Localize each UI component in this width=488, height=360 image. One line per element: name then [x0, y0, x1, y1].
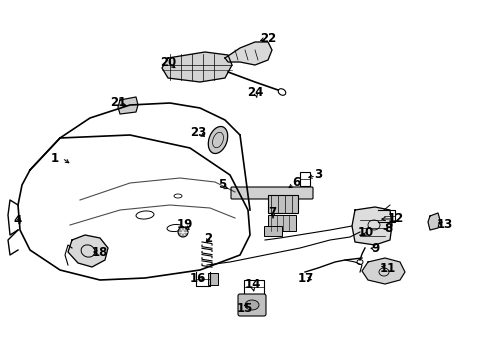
Text: 19: 19	[177, 219, 193, 231]
Polygon shape	[224, 42, 271, 65]
Text: 3: 3	[313, 168, 322, 181]
Text: 7: 7	[267, 207, 276, 220]
Bar	[244, 280, 264, 295]
Text: 22: 22	[259, 31, 276, 45]
Text: 13: 13	[436, 219, 452, 231]
Text: 15: 15	[236, 302, 253, 315]
Text: 5: 5	[218, 179, 225, 192]
Bar	[267, 215, 295, 231]
Text: 2: 2	[203, 231, 212, 244]
Ellipse shape	[244, 300, 259, 310]
Bar	[207, 273, 218, 285]
Text: 6: 6	[291, 176, 300, 189]
Text: 18: 18	[92, 247, 108, 260]
Text: 17: 17	[297, 271, 313, 284]
Text: 11: 11	[379, 261, 395, 274]
Text: 16: 16	[189, 271, 206, 284]
Text: 24: 24	[246, 86, 263, 99]
Ellipse shape	[208, 126, 227, 153]
Polygon shape	[68, 235, 108, 267]
FancyBboxPatch shape	[238, 294, 265, 316]
Text: 10: 10	[357, 226, 373, 239]
Text: 1: 1	[51, 152, 59, 165]
Polygon shape	[162, 52, 231, 82]
Text: 12: 12	[387, 211, 403, 225]
Bar	[267, 195, 297, 213]
Polygon shape	[351, 207, 391, 245]
Text: 14: 14	[244, 279, 261, 292]
Polygon shape	[361, 258, 404, 284]
Text: 20: 20	[160, 57, 176, 69]
Text: 9: 9	[371, 242, 379, 255]
Text: 21: 21	[110, 96, 126, 109]
Ellipse shape	[178, 227, 187, 237]
Text: 4: 4	[14, 213, 22, 226]
Text: 8: 8	[383, 221, 391, 234]
Polygon shape	[427, 213, 439, 230]
FancyBboxPatch shape	[230, 187, 312, 199]
Bar	[299, 172, 309, 186]
Polygon shape	[118, 97, 138, 114]
Text: 23: 23	[189, 126, 206, 139]
Bar	[264, 226, 282, 236]
